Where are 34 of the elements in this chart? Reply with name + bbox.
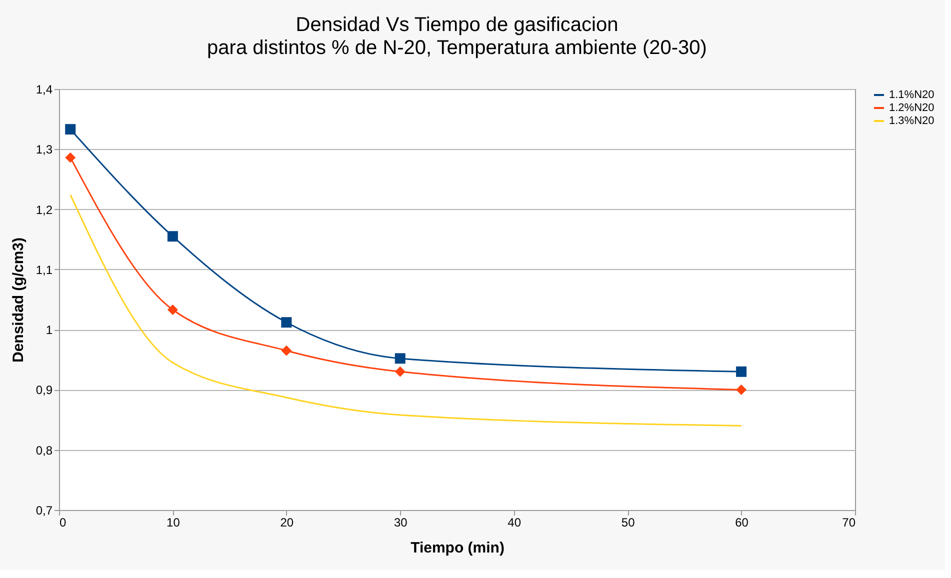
point	[394, 366, 406, 377]
x-tick-label: 0	[60, 516, 66, 530]
point	[65, 152, 76, 163]
y-tick-label: 1,1	[36, 262, 53, 277]
point	[167, 304, 178, 315]
x-tick-label: 20	[280, 516, 294, 530]
line-series	[70, 194, 742, 427]
y-tick-label: 1,2	[36, 202, 53, 217]
x-tick-label: 30	[394, 516, 408, 530]
point	[736, 384, 747, 395]
legend-label: 1.3%N20	[889, 115, 934, 127]
point	[281, 317, 292, 328]
x-axis-title: Tiempo (min)	[410, 540, 504, 556]
y-axis-title: Densidad (g/cm3)	[10, 237, 27, 363]
legend-label: 1.1%N20	[889, 89, 934, 101]
y-tick-label: 0,7	[36, 504, 53, 518]
chart-subtitle: para distintos % de N-20, Temperatura ambiente (20-30)	[207, 37, 707, 59]
point	[281, 345, 292, 356]
x-tick-label: 40	[508, 516, 522, 530]
y-tick-label: 0,9	[36, 383, 53, 398]
y-tick-label: 1,3	[36, 142, 53, 157]
x-tick-label: 10	[166, 516, 180, 530]
y-tick-label: 1	[46, 323, 53, 338]
legend-label: 1.2%N20	[889, 102, 934, 114]
point	[65, 124, 76, 135]
x-tick-label: 70	[842, 516, 856, 530]
y-tick-label: 1,4	[36, 82, 53, 96]
x-tick-label: 50	[621, 516, 636, 530]
x-tick-label: 60	[735, 516, 749, 530]
point	[394, 353, 406, 364]
point	[736, 366, 747, 377]
point	[167, 231, 178, 242]
chart-title: Densidad Vs Tiempo de gasificacion	[296, 14, 618, 36]
y-tick-label: 0,8	[36, 443, 53, 458]
